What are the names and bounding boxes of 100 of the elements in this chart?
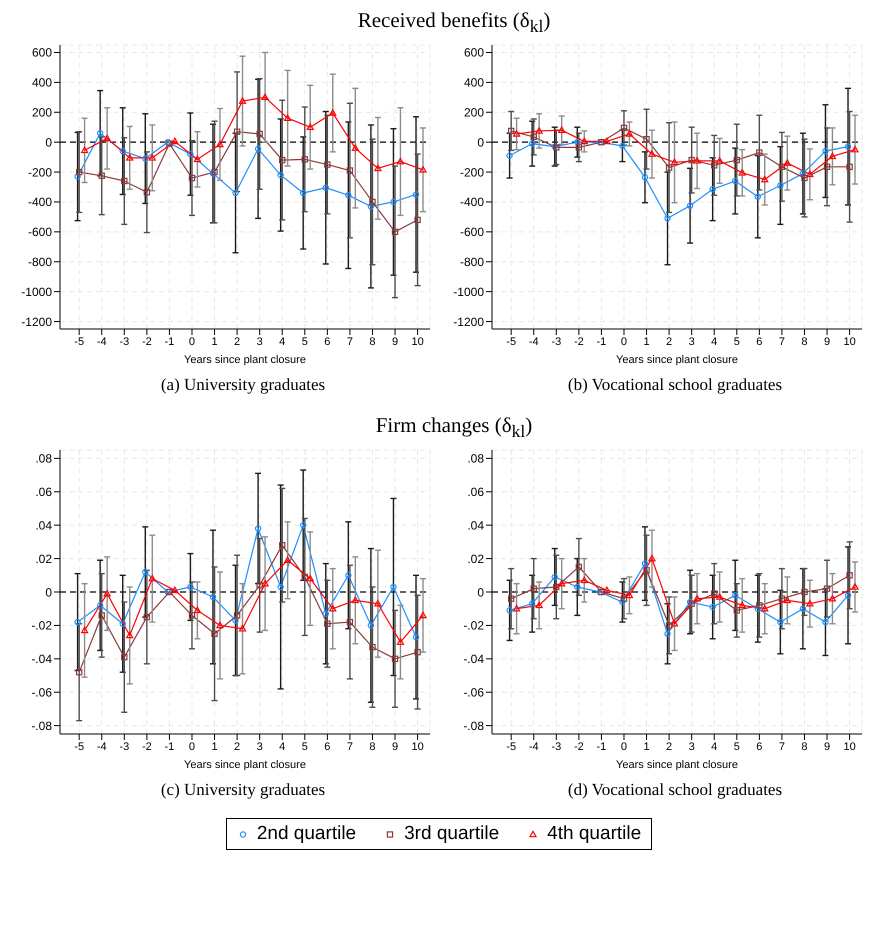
- point: [148, 575, 156, 582]
- point: [686, 202, 694, 210]
- y-tick-label: 0: [477, 586, 484, 600]
- x-tick-label: -1: [164, 336, 174, 348]
- point: [238, 625, 246, 632]
- x-tick-label: 3: [688, 336, 695, 348]
- x-tick-label: 9: [824, 741, 830, 754]
- point: [506, 608, 513, 614]
- point: [126, 154, 134, 161]
- point: [277, 172, 284, 178]
- point: [761, 176, 768, 183]
- point: [104, 590, 111, 597]
- y-tick-label: 600: [32, 46, 52, 60]
- x-tick-label: 9: [392, 336, 398, 348]
- point: [603, 586, 610, 594]
- point: [648, 555, 656, 562]
- chart-title: Received benefits (δ$_{kl}$): [356, 8, 552, 38]
- y-tick-label: .02: [35, 552, 52, 566]
- point: [171, 138, 178, 144]
- point: [306, 575, 314, 582]
- point: [216, 622, 224, 629]
- point: [374, 164, 382, 172]
- point: [620, 596, 628, 602]
- point: [528, 600, 536, 608]
- x-tick-label: 10: [411, 336, 424, 348]
- x-tick-label: 10: [411, 741, 424, 754]
- x-tick-label: 1: [211, 336, 218, 348]
- x-tick-label: 0: [188, 336, 196, 348]
- y-tick-label: 400: [32, 76, 52, 90]
- x-tick-label: 4: [711, 336, 718, 348]
- y-tick-label: 200: [464, 106, 484, 120]
- point: [574, 584, 580, 591]
- point: [806, 170, 814, 178]
- point: [716, 157, 724, 164]
- y-tick-label: -.04: [463, 652, 484, 666]
- point: [254, 146, 262, 152]
- point: [851, 584, 859, 590]
- y-tick-label: 600: [464, 46, 484, 60]
- point: [619, 599, 626, 606]
- y-tick-label: -.02: [463, 619, 484, 634]
- point: [580, 576, 588, 584]
- point: [187, 151, 194, 158]
- x-axis-title: Years since plant closure: [616, 759, 738, 772]
- x-tick-label: -5: [74, 741, 84, 754]
- x-tick-label: -1: [596, 336, 606, 348]
- x-tick-label: -4: [96, 741, 107, 754]
- point: [412, 191, 420, 198]
- point: [277, 584, 284, 591]
- y-tick-label: .08: [35, 452, 52, 466]
- y-tick-label: .08: [467, 452, 484, 466]
- point: [396, 638, 404, 646]
- point: [756, 602, 763, 609]
- point: [553, 584, 560, 591]
- point: [643, 136, 650, 143]
- x-tick-label: 8: [801, 336, 808, 348]
- y-tick-label: -1000: [453, 285, 484, 300]
- x-tick-label: 1: [643, 336, 650, 348]
- point: [777, 619, 784, 626]
- point: [777, 182, 784, 189]
- point: [284, 556, 292, 564]
- point: [144, 189, 150, 196]
- y-tick-label: -800: [460, 255, 484, 270]
- point: [716, 594, 724, 600]
- point: [80, 146, 88, 154]
- y-tick-label: .04: [467, 518, 484, 533]
- point: [188, 612, 196, 619]
- point: [374, 600, 382, 607]
- point: [322, 610, 329, 618]
- x-tick-label: 6: [756, 741, 762, 754]
- point: [512, 605, 520, 612]
- x-tick-label: 3: [256, 741, 263, 754]
- x-tick-label: -2: [142, 336, 152, 348]
- point: [506, 152, 513, 159]
- x-tick-label: -2: [574, 336, 584, 348]
- x-tick-label: 2: [666, 336, 672, 348]
- point: [626, 592, 633, 599]
- x-tick-label: 2: [234, 741, 240, 754]
- point: [754, 194, 761, 200]
- point: [784, 159, 791, 166]
- point: [846, 164, 853, 170]
- y-tick-label: .06: [35, 485, 52, 500]
- point: [512, 130, 520, 137]
- point: [642, 560, 648, 568]
- y-tick-label: -.08: [463, 719, 484, 734]
- point: [300, 190, 306, 196]
- point: [279, 157, 286, 164]
- x-tick-label: 7: [346, 741, 353, 754]
- point: [306, 124, 314, 130]
- x-tick-label: -2: [142, 741, 152, 754]
- legend-label: 3rd quartile: [404, 823, 500, 846]
- point: [238, 97, 246, 104]
- point: [806, 600, 814, 607]
- point: [738, 169, 746, 176]
- y-tick-label: -200: [28, 166, 52, 180]
- point: [126, 632, 134, 639]
- x-tick-label: 10: [843, 336, 856, 348]
- x-axis-title: Years since plant closure: [616, 354, 738, 366]
- point: [824, 164, 830, 170]
- point: [643, 567, 650, 574]
- x-axis-title: Years since plant closure: [184, 759, 306, 772]
